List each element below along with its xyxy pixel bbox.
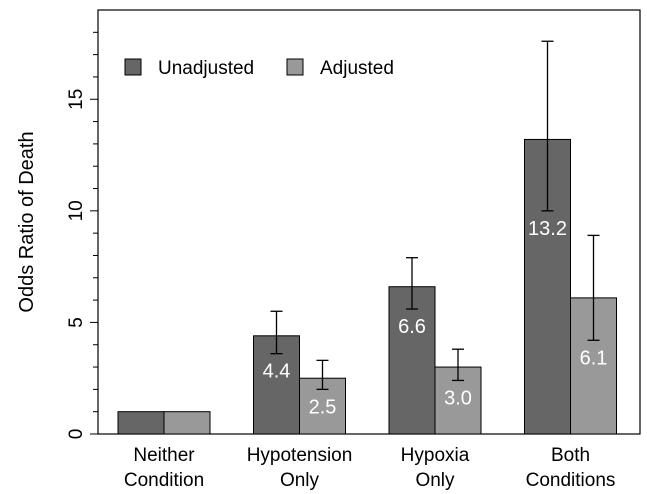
bar-value-label: 3.0	[444, 387, 472, 409]
legend: Unadjusted Adjusted	[124, 58, 394, 79]
x-category-label-line: Neither	[133, 445, 195, 466]
x-category-label: Hypoxia Only	[401, 445, 470, 491]
x-category-label-line: Hypotension	[247, 445, 353, 466]
x-axis-labels: Neither Condition Hypotension Only Hypoxia On…	[124, 445, 616, 491]
x-category-label-line: Only	[415, 470, 455, 491]
x-category-label: Neither Condition	[124, 445, 204, 491]
bar-value-label: 4.4	[263, 361, 291, 383]
y-tick-label: 0	[66, 429, 87, 440]
bar-value-label: 2.5	[309, 396, 337, 418]
x-category-label-line: Condition	[124, 470, 204, 491]
bar-value-label: 13.2	[528, 218, 567, 240]
y-axis-title: Odds Ratio of Death	[16, 131, 38, 312]
y-tick-label: 10	[66, 200, 87, 221]
bar	[117, 411, 165, 435]
plot-frame	[97, 9, 641, 435]
x-category-label: Hypotension Only	[247, 445, 353, 491]
y-axis: 0 5 10 15	[66, 31, 98, 440]
bar	[163, 411, 211, 435]
y-tick-label: 15	[66, 89, 87, 110]
legend-label: Unadjusted	[158, 58, 254, 79]
bar-value-label: 6.6	[398, 316, 426, 338]
x-category-label-line: Only	[280, 470, 320, 491]
legend-swatch	[124, 58, 142, 76]
x-category-label-line: Hypoxia	[401, 445, 470, 466]
x-category-label-line: Conditions	[526, 470, 616, 491]
bars: 4.4 6.6 13.2 2.5 3.0 6.1	[117, 40, 617, 435]
bar	[388, 286, 436, 435]
bar-value-label: 6.1	[580, 347, 608, 369]
legend-swatch	[286, 58, 304, 76]
x-category-label: Both Conditions	[526, 445, 616, 491]
x-category-label-line: Both	[551, 445, 590, 466]
y-tick-label: 5	[66, 317, 87, 328]
legend-label: Adjusted	[320, 58, 394, 79]
